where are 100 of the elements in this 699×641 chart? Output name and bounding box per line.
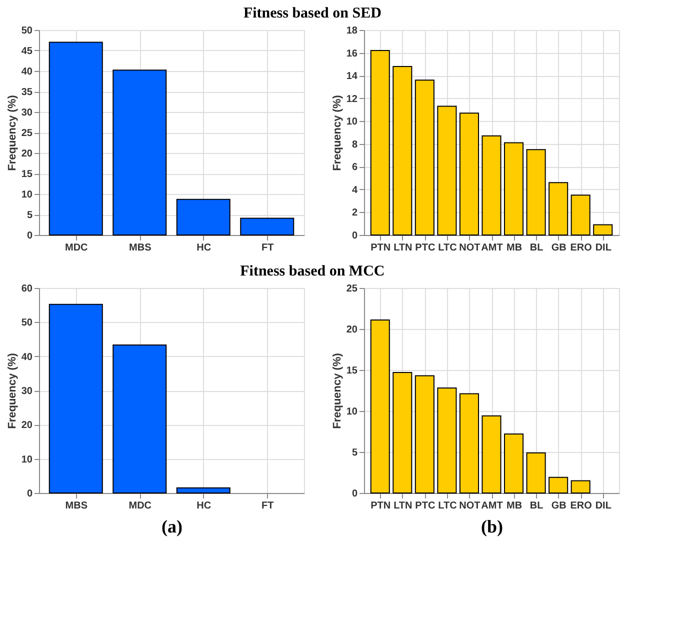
y-tick-label: 45 — [21, 46, 33, 57]
bar — [526, 149, 546, 236]
x-tick-label: AMT — [481, 242, 503, 254]
x-tick-label: GB — [551, 500, 566, 512]
y-tick-label: 6 — [352, 162, 358, 174]
y-tick-label: 8 — [352, 139, 358, 150]
x-tick-label: MB — [506, 242, 522, 254]
y-tick-label: 0 — [352, 230, 358, 242]
bar — [459, 393, 479, 494]
chart-title: Fitness based on MCC — [240, 264, 385, 280]
y-tick-label: 16 — [346, 48, 358, 60]
y-tick-label: 25 — [21, 128, 33, 139]
y-tick-label: 2 — [352, 208, 358, 219]
y-tick-label: 50 — [21, 318, 33, 329]
x-tick-label: BL — [530, 242, 544, 254]
y-tick-label: 10 — [21, 454, 33, 466]
bar — [526, 452, 546, 494]
y-tick-label: 20 — [21, 148, 33, 160]
y-tick-label: 4 — [352, 184, 358, 196]
y-tick-label: 35 — [21, 87, 33, 98]
x-tick-label: MB — [506, 500, 522, 512]
x-tick-label: PTN — [370, 242, 391, 254]
y-tick-label: 20 — [346, 324, 358, 336]
y-tick-label: 0 — [26, 230, 33, 242]
y-tick-label: 20 — [21, 420, 33, 432]
x-tick-label: PTC — [415, 500, 436, 512]
x-tick-label: FT — [262, 500, 274, 512]
x-tick-label: LTN — [394, 500, 412, 512]
y-axis-title: Frequency (%) — [6, 94, 18, 171]
bar — [570, 480, 590, 494]
bar — [414, 80, 434, 236]
bar — [240, 218, 294, 236]
bar — [112, 344, 167, 494]
chart-title: Fitness based on SED — [243, 6, 382, 22]
x-tick-label: NOT — [459, 500, 480, 512]
x-tick-label: BL — [530, 500, 544, 512]
bar — [112, 70, 167, 236]
y-tick-label: 15 — [21, 169, 33, 180]
y-axis-title: Frequency (%) — [331, 94, 344, 171]
bar — [504, 433, 524, 494]
bar — [548, 182, 568, 236]
bar — [437, 388, 457, 494]
x-tick-label: LTC — [438, 500, 457, 512]
y-tick-label: 12 — [346, 94, 358, 105]
bar — [482, 415, 502, 494]
y-tick-label: 40 — [21, 66, 33, 78]
y-tick-label: 60 — [21, 284, 33, 294]
x-tick-label: AMT — [481, 500, 503, 512]
bar — [392, 372, 412, 494]
x-tick-label: DIL — [595, 242, 612, 254]
y-tick-label: 0 — [352, 488, 358, 500]
y-tick-label: 10 — [21, 190, 33, 200]
x-tick-label: MDC — [128, 500, 152, 512]
x-tick-label: MBS — [129, 242, 152, 254]
y-tick-label: 40 — [21, 352, 33, 363]
y-tick-label: 0 — [26, 488, 33, 500]
x-tick-label: ERO — [570, 500, 592, 512]
bar — [570, 194, 590, 236]
x-tick-label: HC — [196, 500, 212, 512]
y-tick-label: 15 — [346, 366, 358, 376]
bar — [414, 375, 434, 494]
y-tick-label: 14 — [346, 71, 358, 82]
x-tick-label: MBS — [65, 500, 88, 512]
x-tick-label: DIL — [595, 500, 612, 512]
x-tick-label: PTN — [370, 500, 391, 512]
bar — [548, 476, 568, 494]
y-axis-title: Frequency (%) — [6, 352, 18, 429]
x-tick-label: PTC — [415, 242, 436, 254]
y-tick-label: 5 — [26, 210, 33, 221]
y-tick-label: 50 — [21, 26, 33, 36]
bar — [370, 319, 390, 494]
y-tick-label: 5 — [352, 448, 358, 458]
bar — [370, 50, 390, 236]
x-tick-label: FT — [262, 242, 274, 254]
x-tick-label: ERO — [570, 242, 592, 254]
bar — [176, 198, 230, 236]
bar — [482, 135, 502, 236]
bar — [437, 106, 457, 236]
bar — [504, 142, 524, 236]
x-tick-label: GB — [551, 242, 566, 254]
bar — [48, 42, 103, 236]
y-tick-label: 30 — [21, 386, 33, 397]
x-tick-label: NOT — [459, 242, 480, 254]
x-tick-label: LTC — [438, 242, 457, 254]
y-axis-title: Frequency (%) — [331, 352, 344, 429]
bar — [593, 224, 613, 236]
x-tick-label: MDC — [64, 242, 88, 254]
y-tick-label: 10 — [346, 406, 358, 418]
bar — [176, 487, 230, 494]
x-tick-label: HC — [196, 242, 212, 254]
y-tick-label: 30 — [21, 108, 33, 118]
y-tick-label: 18 — [346, 26, 358, 36]
x-axis-title: (b) — [481, 516, 504, 536]
y-tick-label: 25 — [346, 284, 358, 294]
bar — [459, 112, 479, 236]
bar — [48, 304, 103, 494]
x-axis-title: (a) — [162, 516, 182, 536]
y-tick-label: 10 — [346, 116, 358, 128]
bar — [392, 66, 412, 236]
x-tick-label: LTN — [394, 242, 412, 254]
